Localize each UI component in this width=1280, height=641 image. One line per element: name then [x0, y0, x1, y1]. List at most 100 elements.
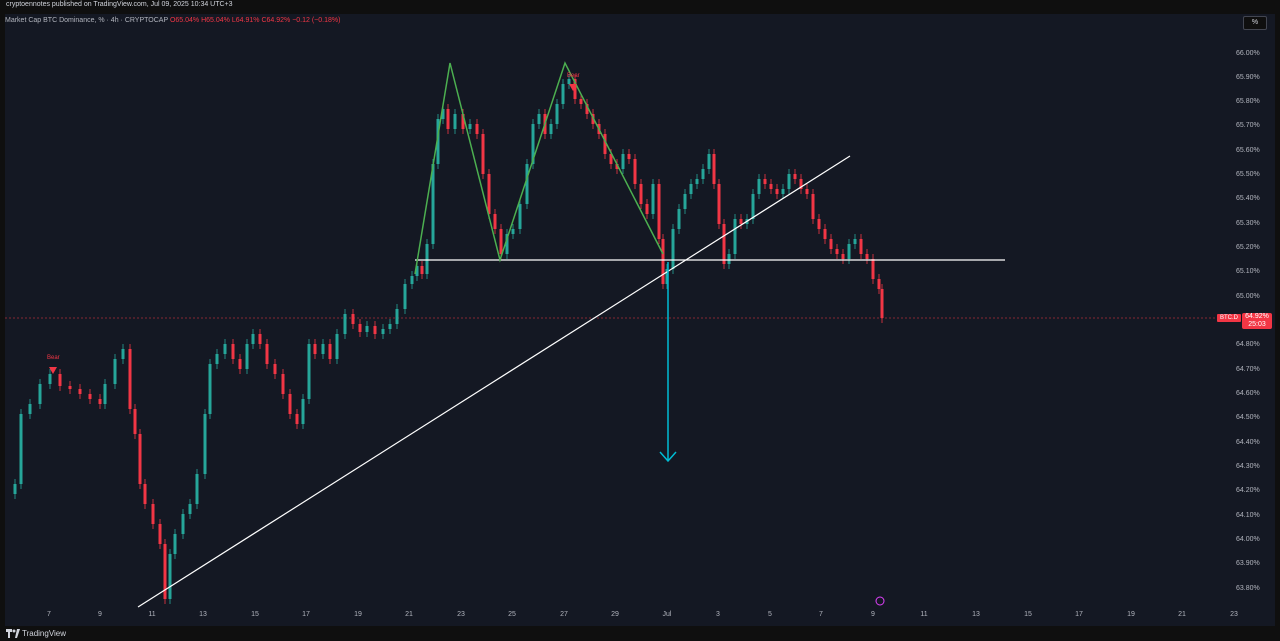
time-tick: 23 — [1230, 611, 1238, 618]
candle-body — [415, 266, 419, 276]
event-icon[interactable] — [875, 596, 885, 606]
candle-body — [677, 209, 681, 229]
time-tick: 23 — [457, 611, 465, 618]
candle-body — [335, 334, 339, 359]
last-price-value: 64.92% — [1245, 313, 1269, 320]
price-tick: 64.40% — [1236, 439, 1260, 446]
bear-marker-2 — [569, 84, 577, 91]
candle-body — [633, 159, 637, 184]
candle-body — [158, 524, 162, 544]
price-tick: 65.30% — [1236, 220, 1260, 227]
symbol-legend: Market Cap BTC Dominance, % · 4h · CRYPT… — [5, 17, 340, 24]
candle-body — [585, 104, 589, 114]
candle-body — [573, 79, 577, 99]
candle-body — [733, 219, 737, 254]
brand-name: TradingView — [22, 629, 67, 638]
candle-body — [493, 214, 497, 229]
time-tick: 21 — [1178, 611, 1186, 618]
candle-body — [722, 224, 726, 264]
candle-body — [769, 184, 773, 189]
double-top-pattern — [414, 61, 664, 275]
bear-label-1: Bear — [47, 355, 60, 361]
candle-body — [68, 386, 72, 389]
candle-body — [671, 229, 675, 269]
candle-body — [757, 179, 761, 194]
candle-body — [859, 239, 863, 254]
candle-body — [487, 174, 491, 214]
price-tick: 65.10% — [1236, 268, 1260, 275]
price-tick: 64.80% — [1236, 341, 1260, 348]
candle-body — [151, 504, 155, 524]
candle-body — [712, 154, 716, 184]
candle-body — [19, 414, 23, 484]
candle-body — [871, 259, 875, 279]
time-tick: 19 — [354, 611, 362, 618]
candle-body — [410, 276, 414, 284]
price-tick: 64.20% — [1236, 487, 1260, 494]
time-tick: 29 — [611, 611, 619, 618]
candle-body — [763, 179, 767, 184]
ohlc-change: −0.12 (−0.18%) — [292, 17, 341, 24]
price-tick: 63.90% — [1236, 560, 1260, 567]
candle-body — [603, 134, 607, 154]
candle-body — [281, 374, 285, 394]
candle-body — [505, 234, 509, 254]
candle-body — [168, 554, 172, 599]
candle-body — [307, 344, 311, 399]
candle-body — [518, 204, 522, 229]
candle-body — [301, 399, 305, 424]
time-tick: 11 — [920, 611, 928, 618]
candle-body — [436, 119, 440, 164]
candle-body — [78, 389, 82, 394]
candle-body — [781, 189, 785, 194]
symbol-title: Market Cap BTC Dominance, % · 4h · CRYPT… — [5, 17, 168, 24]
candle-body — [567, 79, 571, 84]
candle-body — [373, 326, 377, 334]
percent-scale-button[interactable]: % — [1243, 16, 1267, 30]
time-tick: 13 — [199, 611, 207, 618]
time-tick: 25 — [508, 611, 516, 618]
candle-body — [739, 219, 743, 224]
candle-body — [295, 414, 299, 424]
candle-body — [231, 344, 235, 359]
bear-label-2: Bear — [567, 73, 580, 79]
candle-body — [537, 114, 541, 124]
candle-body — [143, 484, 147, 504]
ohlc-close: C64.92% — [261, 17, 291, 24]
candle-body — [388, 324, 392, 329]
candle-body — [661, 239, 665, 284]
time-tick: 27 — [560, 611, 568, 618]
candle-body — [627, 154, 631, 159]
price-tick: 65.90% — [1236, 74, 1260, 81]
candle-body — [865, 254, 869, 259]
candle-body — [475, 124, 479, 134]
candle-body — [823, 229, 827, 239]
candle-body — [48, 374, 52, 384]
price-tick: 64.10% — [1236, 512, 1260, 519]
candlestick-chart: Bear Bear — [5, 61, 1235, 608]
candle-body — [531, 124, 535, 164]
price-tick: 65.40% — [1236, 195, 1260, 202]
publish-bar: cryptoennotes published on TradingView.c… — [0, 0, 1280, 14]
candle-body — [258, 334, 262, 344]
candle-body — [853, 239, 857, 244]
time-tick: 3 — [716, 611, 720, 618]
price-tick: 64.00% — [1236, 536, 1260, 543]
time-tick: 5 — [768, 611, 772, 618]
candle-body — [446, 109, 450, 129]
candle-body — [468, 124, 472, 129]
target-arrow-head — [659, 451, 677, 463]
candle-body — [793, 174, 797, 179]
candles-group — [13, 74, 884, 604]
bar-countdown: 25:03 — [1248, 321, 1266, 328]
candle-body — [683, 194, 687, 209]
candle-body — [13, 484, 17, 494]
chart-pane[interactable]: Market Cap BTC Dominance, % · 4h · CRYPT… — [5, 14, 1275, 626]
candle-body — [615, 164, 619, 169]
candle-body — [481, 134, 485, 174]
candle-body — [251, 334, 255, 344]
candle-body — [751, 194, 755, 219]
candle-body — [321, 344, 325, 354]
candle-body — [727, 254, 731, 264]
candle-body — [365, 326, 369, 332]
